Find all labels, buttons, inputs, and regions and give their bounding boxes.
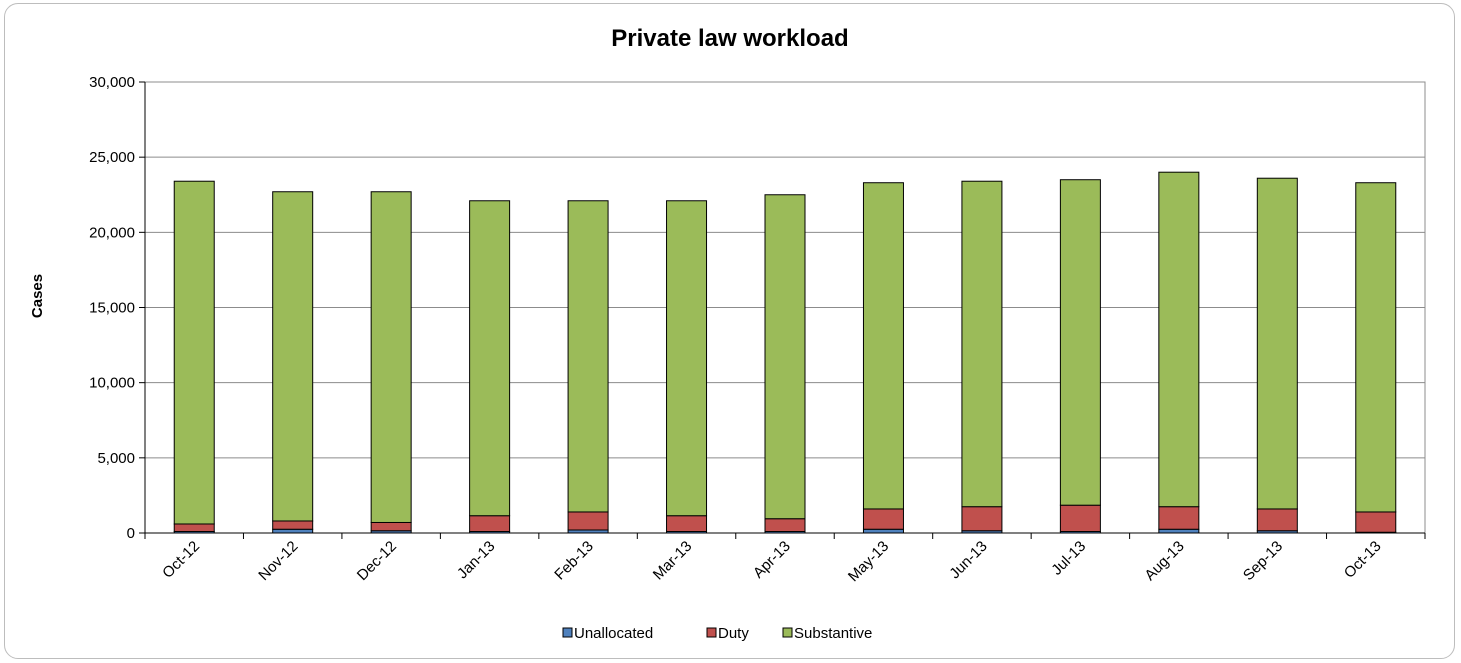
legend-swatch-substantive	[782, 627, 793, 638]
bar-duty	[961, 506, 1003, 532]
y-tick-label: 5,000	[97, 450, 135, 467]
bar-substantive	[666, 200, 708, 517]
bar-substantive	[764, 194, 806, 520]
x-tick-label: Jul-13	[1048, 538, 1089, 579]
x-tick-label: Dec-12	[354, 538, 400, 584]
legend-label-substantive: Substantive	[794, 625, 872, 642]
bar-substantive	[1158, 171, 1200, 508]
plot-area: 0 5,000 10,000 15,000 20,000 25,000 30,000 Oct-…	[89, 74, 1426, 585]
bar-substantive	[173, 180, 215, 525]
bar-substantive	[1355, 182, 1397, 513]
x-tick-label: Nov-12	[255, 538, 301, 584]
x-tick-label: Jan-13	[454, 538, 498, 582]
bar-duty	[567, 511, 609, 531]
x-tick-label: May-13	[845, 538, 892, 585]
y-tick-label: 15,000	[89, 300, 135, 317]
bar-substantive	[469, 200, 511, 517]
bar-duty	[370, 521, 412, 532]
y-tick-label: 20,000	[89, 224, 135, 241]
bar-duty	[1158, 506, 1200, 530]
legend-label-duty: Duty	[718, 625, 749, 642]
bar-duty	[764, 518, 806, 532]
y-tick-label: 10,000	[89, 375, 135, 392]
bar-substantive	[1059, 179, 1101, 506]
bar-substantive	[862, 182, 904, 510]
legend-label-unallocated: Unallocated	[574, 625, 653, 642]
chart-title: Private law workload	[611, 25, 848, 52]
legend-swatch-unallocated	[562, 627, 573, 638]
x-tick-label: Feb-13	[551, 538, 597, 584]
x-tick-label: Oct-13	[1341, 538, 1385, 582]
bar-duty	[1355, 511, 1397, 533]
bar-duty	[272, 520, 314, 530]
bar-duty	[1256, 508, 1298, 532]
x-tick-label: Apr-13	[750, 538, 794, 582]
bar-unallocated	[1158, 528, 1200, 534]
y-axis-label: Cases	[29, 274, 46, 318]
bar-substantive	[272, 191, 314, 522]
bar-substantive	[567, 200, 609, 513]
bar-duty	[862, 508, 904, 530]
y-tick-label: 25,000	[89, 149, 135, 166]
bar-duty	[1059, 504, 1101, 532]
bar-substantive	[1256, 177, 1298, 510]
bar-duty	[173, 523, 215, 532]
bar-substantive	[370, 191, 412, 523]
legend: Unallocated Duty Substantive	[562, 625, 872, 642]
legend-swatch-duty	[706, 627, 717, 638]
bar-duty	[469, 515, 511, 532]
x-tick-label: Oct-12	[159, 538, 203, 582]
x-tick-label: Sep-13	[1240, 538, 1286, 584]
bar-substantive	[961, 180, 1003, 508]
x-tick-label: Aug-13	[1141, 538, 1187, 584]
x-tick-label: Jun-13	[946, 538, 990, 582]
y-tick-label: 0	[127, 525, 135, 542]
bar-duty	[666, 515, 708, 532]
x-tick-label: Mar-13	[650, 538, 696, 584]
y-tick-label: 30,000	[89, 74, 135, 91]
bar-unallocated	[862, 528, 904, 534]
bar-unallocated	[272, 528, 314, 534]
